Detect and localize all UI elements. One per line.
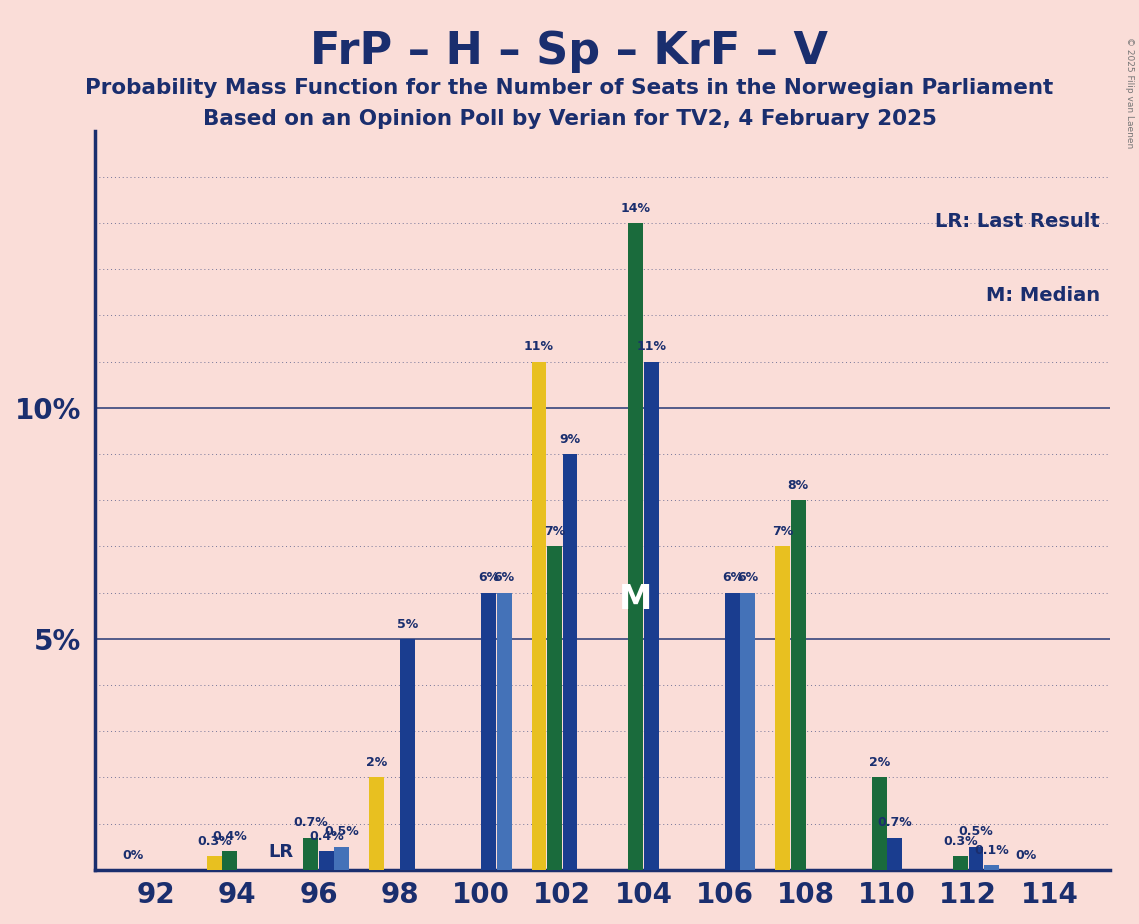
Text: 6%: 6%	[722, 571, 743, 584]
Text: 8%: 8%	[787, 479, 809, 492]
Text: 0.3%: 0.3%	[943, 834, 977, 847]
Bar	[724, 592, 739, 869]
Bar	[482, 592, 497, 869]
Text: 14%: 14%	[621, 201, 650, 214]
Bar	[222, 851, 237, 869]
Text: 0%: 0%	[1016, 848, 1036, 861]
Bar	[400, 638, 415, 869]
Bar	[629, 223, 644, 869]
Bar	[776, 546, 790, 869]
Text: 0.1%: 0.1%	[974, 844, 1009, 857]
Bar	[790, 500, 805, 869]
Text: FrP – H – Sp – KrF – V: FrP – H – Sp – KrF – V	[311, 30, 828, 73]
Text: 0.7%: 0.7%	[877, 816, 912, 829]
Bar	[984, 865, 999, 869]
Text: 0.4%: 0.4%	[212, 830, 247, 843]
Text: LR: LR	[269, 843, 294, 860]
Text: 7%: 7%	[772, 525, 793, 538]
Bar	[303, 837, 318, 869]
Text: 11%: 11%	[524, 340, 554, 353]
Text: M: M	[620, 583, 653, 615]
Bar	[335, 846, 350, 869]
Bar	[497, 592, 511, 869]
Text: 6%: 6%	[493, 571, 515, 584]
Text: 7%: 7%	[543, 525, 565, 538]
Bar	[319, 851, 334, 869]
Bar	[953, 856, 968, 869]
Text: © 2025 Filip van Laenen: © 2025 Filip van Laenen	[1125, 37, 1134, 148]
Text: M: Median: M: Median	[986, 286, 1100, 305]
Text: Based on an Opinion Poll by Verian for TV2, 4 February 2025: Based on an Opinion Poll by Verian for T…	[203, 109, 936, 129]
Bar	[871, 777, 886, 869]
Text: 6%: 6%	[478, 571, 499, 584]
Bar	[207, 856, 222, 869]
Text: 0%: 0%	[122, 848, 144, 861]
Text: LR: Last Result: LR: Last Result	[935, 212, 1100, 231]
Bar	[563, 454, 577, 869]
Text: 0.4%: 0.4%	[309, 830, 344, 843]
Bar	[887, 837, 902, 869]
Bar	[532, 361, 547, 869]
Text: 2%: 2%	[366, 756, 387, 769]
Text: Probability Mass Function for the Number of Seats in the Norwegian Parliament: Probability Mass Function for the Number…	[85, 78, 1054, 98]
Text: 0.3%: 0.3%	[197, 834, 231, 847]
Text: 0.5%: 0.5%	[325, 825, 359, 838]
Bar	[369, 777, 384, 869]
Text: 0.7%: 0.7%	[294, 816, 328, 829]
Text: 9%: 9%	[559, 432, 581, 445]
Bar	[740, 592, 755, 869]
Text: 5%: 5%	[396, 617, 418, 630]
Bar	[644, 361, 658, 869]
Bar	[968, 846, 983, 869]
Text: 0.5%: 0.5%	[959, 825, 993, 838]
Text: 6%: 6%	[737, 571, 759, 584]
Text: 2%: 2%	[869, 756, 890, 769]
Text: 11%: 11%	[636, 340, 666, 353]
Bar	[547, 546, 562, 869]
